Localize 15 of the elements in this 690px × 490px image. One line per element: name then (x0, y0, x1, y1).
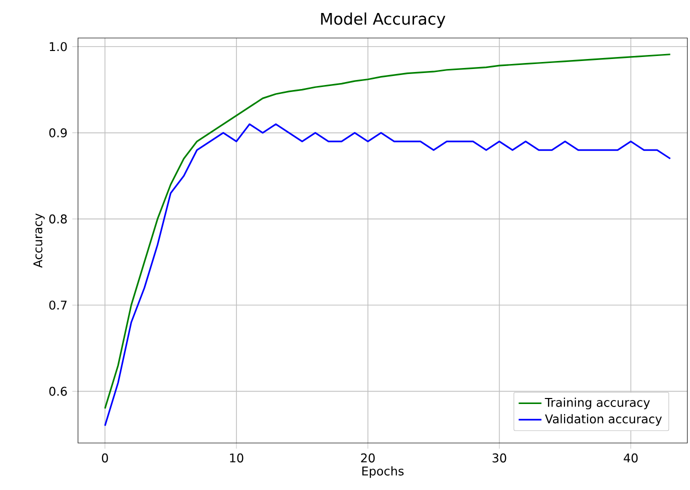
legend-label: Training accuracy (544, 398, 650, 410)
x-tick-label: 30 (492, 453, 506, 462)
x-tick-label: 10 (230, 453, 244, 462)
y-tick-label: 0.6 (49, 386, 67, 396)
legend-label: Validation accuracy (544, 414, 662, 426)
y-tick-label: 0.7 (49, 300, 67, 310)
x-tick-label: 0 (102, 453, 108, 462)
x-axis-title: Epochs (362, 466, 404, 478)
chart-title: Model Accuracy (321, 12, 446, 28)
y-tick-label: 0.9 (49, 128, 67, 138)
x-tick-label: 40 (624, 453, 638, 462)
y-tick-label: 0.8 (49, 214, 67, 224)
y-tick-label: 1.0 (50, 42, 67, 52)
y-axis-title: Accuracy (33, 213, 45, 268)
x-tick-label: 20 (361, 453, 375, 462)
